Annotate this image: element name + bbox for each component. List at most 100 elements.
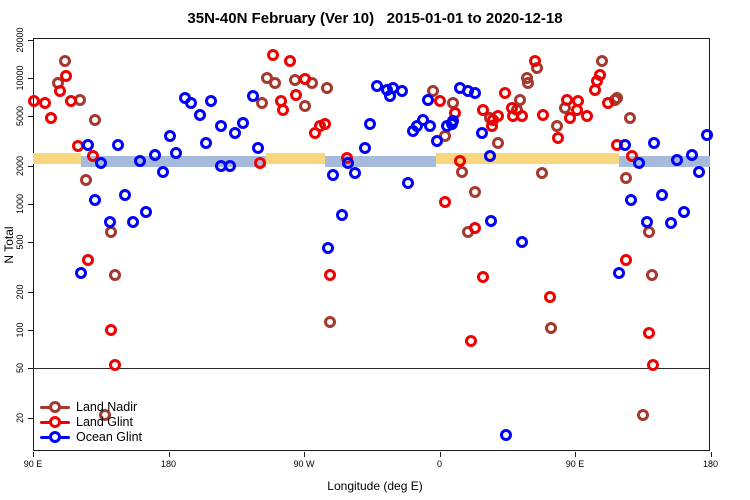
data-point-land-nadir	[636, 409, 649, 422]
y-tick	[28, 166, 33, 168]
data-point-land-nadir	[550, 120, 563, 133]
data-point-land-glint	[602, 97, 615, 110]
data-point-land-glint	[108, 358, 121, 371]
data-point-ocean-glint	[148, 148, 161, 161]
data-point-ocean-glint	[469, 87, 482, 100]
data-point-land-nadir	[80, 173, 93, 186]
data-point-land-glint	[60, 70, 73, 83]
y-tick-label: 500	[15, 234, 25, 250]
data-point-ocean-glint	[335, 208, 348, 221]
data-point-ocean-glint	[692, 165, 705, 178]
data-point-land-glint	[308, 126, 321, 139]
data-point-ocean-glint	[641, 215, 654, 228]
data-point-ocean-glint	[163, 130, 176, 143]
data-point-land-nadir	[105, 225, 118, 238]
y-tick	[28, 418, 33, 420]
y-tick	[28, 40, 33, 42]
data-point-ocean-glint	[664, 217, 677, 230]
data-point-land-nadir	[108, 268, 121, 281]
land-band	[266, 153, 326, 165]
data-point-land-glint	[465, 334, 478, 347]
data-point-land-glint	[537, 108, 550, 121]
data-point-land-glint	[53, 85, 66, 98]
data-point-ocean-glint	[358, 141, 371, 154]
data-point-ocean-glint	[133, 155, 146, 168]
legend-marker-icon	[49, 401, 61, 413]
y-tick	[28, 367, 33, 370]
data-point-ocean-glint	[342, 157, 355, 170]
data-point-land-glint	[283, 55, 296, 68]
data-point-ocean-glint	[485, 215, 498, 228]
data-point-land-glint	[65, 95, 78, 108]
data-point-land-glint	[580, 110, 593, 123]
data-point-ocean-glint	[475, 126, 488, 139]
x-tick	[439, 451, 441, 457]
data-point-ocean-glint	[118, 188, 131, 201]
data-point-ocean-glint	[228, 126, 241, 139]
x-tick-label: 180	[160, 458, 177, 469]
data-point-land-nadir	[255, 97, 268, 110]
y-tick	[28, 292, 33, 294]
data-point-ocean-glint	[407, 125, 420, 138]
data-point-land-nadir	[58, 55, 71, 68]
y-tick-label: 100	[15, 322, 25, 338]
data-point-land-glint	[643, 327, 656, 340]
legend-marker-icon	[49, 416, 61, 428]
data-point-ocean-glint	[363, 117, 376, 130]
data-point-ocean-glint	[322, 242, 335, 255]
data-point-ocean-glint	[447, 115, 460, 128]
data-point-ocean-glint	[348, 167, 361, 180]
data-point-ocean-glint	[193, 108, 206, 121]
data-point-ocean-glint	[678, 205, 690, 218]
data-point-land-glint	[552, 132, 565, 145]
x-tick	[33, 451, 35, 457]
x-axis-title: Longitude (deg E)	[327, 479, 423, 493]
data-point-ocean-glint	[95, 157, 108, 170]
data-point-ocean-glint	[395, 85, 408, 98]
data-point-ocean-glint	[624, 194, 637, 207]
data-point-ocean-glint	[157, 165, 170, 178]
data-point-ocean-glint	[327, 168, 340, 181]
data-point-ocean-glint	[237, 116, 250, 129]
data-point-ocean-glint	[422, 93, 435, 106]
data-point-land-glint	[45, 111, 58, 124]
data-point-land-glint	[646, 358, 659, 371]
data-point-ocean-glint	[632, 157, 645, 170]
legend-label: Land Nadir	[76, 400, 138, 414]
data-point-ocean-glint	[417, 113, 430, 126]
data-point-land-glint	[625, 150, 638, 163]
data-point-ocean-glint	[185, 97, 198, 110]
data-point-land-nadir	[619, 172, 632, 185]
land-band	[436, 153, 619, 165]
data-point-land-glint	[439, 195, 452, 208]
data-point-land-glint	[492, 110, 505, 123]
data-point-land-glint	[298, 72, 311, 85]
y-axis-title: N Total	[2, 226, 16, 264]
data-point-ocean-glint	[200, 137, 213, 150]
data-point-ocean-glint	[170, 146, 183, 159]
ocean-band	[618, 155, 711, 167]
data-point-land-glint	[38, 97, 51, 110]
reference-line-50	[33, 367, 710, 370]
data-point-ocean-glint	[75, 267, 88, 280]
data-point-land-nadir	[469, 185, 482, 198]
data-point-land-nadir	[298, 100, 311, 113]
data-point-land-glint	[28, 95, 41, 108]
legend-label: Land Glint	[76, 415, 133, 429]
data-point-ocean-glint	[484, 150, 497, 163]
data-point-land-nadir	[624, 111, 637, 124]
data-point-land-nadir	[323, 315, 336, 328]
x-tick	[168, 451, 170, 457]
y-tick	[28, 241, 33, 244]
data-point-land-glint	[267, 48, 280, 61]
data-point-land-nadir	[595, 55, 608, 68]
land-band	[33, 153, 82, 165]
x-tick-label: 90 E	[565, 458, 585, 469]
data-point-land-glint	[515, 110, 528, 123]
data-point-ocean-glint	[430, 135, 443, 148]
data-point-ocean-glint	[516, 235, 529, 248]
data-point-land-nadir	[455, 165, 468, 178]
data-point-land-glint	[277, 103, 290, 116]
y-tick-label: 20000	[15, 27, 25, 53]
